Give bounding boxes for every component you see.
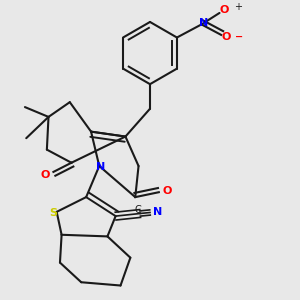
- Text: O: O: [162, 186, 172, 196]
- Text: O: O: [220, 5, 229, 15]
- Text: N: N: [153, 206, 162, 217]
- Text: S: S: [49, 208, 57, 218]
- Text: −: −: [235, 32, 243, 41]
- Text: C: C: [134, 205, 141, 215]
- Text: +: +: [235, 2, 242, 12]
- Text: N: N: [199, 18, 208, 28]
- Text: O: O: [221, 32, 231, 41]
- Text: N: N: [96, 162, 105, 172]
- Text: O: O: [40, 170, 50, 180]
